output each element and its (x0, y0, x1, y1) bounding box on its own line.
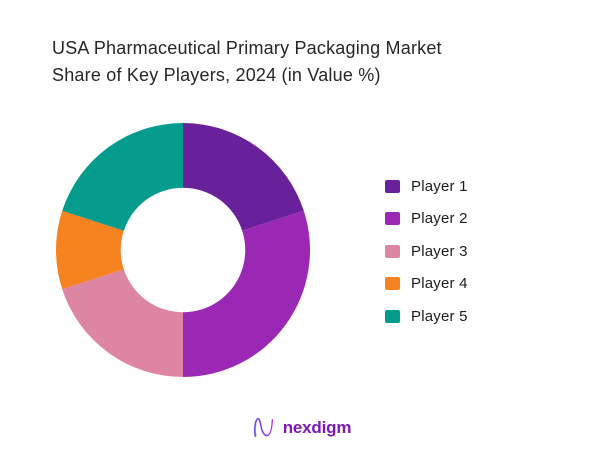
donut-chart (55, 123, 310, 377)
chart-legend: Player 1 Player 2 Player 3 Player 4 Play… (385, 177, 468, 325)
chart-title-line-2: Share of Key Players, 2024 (in Value %) (52, 65, 381, 85)
legend-label-player-4: Player 4 (411, 275, 468, 292)
legend-swatch-player-3 (385, 244, 400, 258)
donut-slice-player-2 (183, 210, 310, 377)
legend-swatch-player-4 (385, 277, 400, 290)
legend-swatch-player-1 (385, 179, 400, 193)
legend-label-player-2: Player 2 (411, 210, 468, 227)
legend-swatch-player-5 (385, 309, 400, 323)
legend-label-player-1: Player 1 (411, 177, 468, 195)
legend-item-player-1: Player 1 (385, 177, 468, 195)
legend-item-player-4: Player 4 (385, 275, 468, 293)
donut-svg (55, 123, 310, 377)
legend-item-player-2: Player 2 (385, 210, 468, 228)
donut-slice-player-5 (62, 123, 183, 231)
chart-title: USA Pharmaceutical Primary Packaging Mar… (52, 35, 552, 89)
nexdigm-logo-icon (253, 417, 274, 438)
donut-slice-player-1 (183, 123, 304, 231)
legend-item-player-5: Player 5 (385, 307, 468, 325)
nexdigm-logo: nexdigm (251, 415, 352, 441)
nexdigm-logo-text: nexdigm (282, 418, 352, 437)
legend-label-player-5: Player 5 (411, 307, 468, 325)
legend-item-player-3: Player 3 (385, 242, 468, 260)
legend-swatch-player-2 (385, 212, 400, 225)
donut-slice-player-3 (62, 269, 183, 377)
chart-title-line-1: USA Pharmaceutical Primary Packaging Mar… (52, 38, 442, 58)
legend-label-player-3: Player 3 (411, 242, 468, 260)
donut-slice-player-4 (55, 210, 124, 290)
